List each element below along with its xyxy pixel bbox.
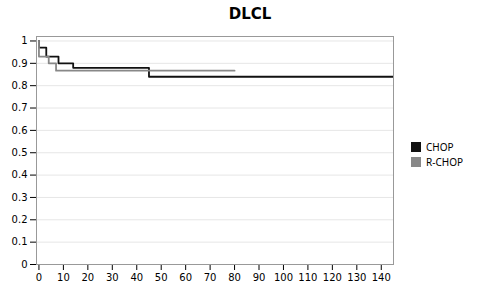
svg-text:110: 110: [298, 272, 317, 283]
html-text:DLCL: DLCL: [228, 5, 272, 23]
svg-text:90: 90: [253, 272, 266, 283]
svg-text:1: 1: [21, 35, 27, 46]
svg-text:140: 140: [372, 272, 391, 283]
svg-text:0.4: 0.4: [12, 169, 28, 180]
svg-text:70: 70: [204, 272, 217, 283]
svg-text:50: 50: [155, 272, 168, 283]
svg-text:0: 0: [21, 259, 27, 270]
svg-text:0: 0: [36, 272, 42, 283]
svg-text:0.1: 0.1: [12, 236, 28, 247]
svg-text:130: 130: [347, 272, 366, 283]
svg-text:0.6: 0.6: [12, 125, 28, 136]
svg-text:0.7: 0.7: [12, 102, 28, 113]
svg-text:0.5: 0.5: [12, 147, 28, 158]
svg-text:0.2: 0.2: [12, 214, 28, 225]
svg-text:10: 10: [57, 272, 70, 283]
svg-text:40: 40: [130, 272, 143, 283]
svg-text:100: 100: [274, 272, 293, 283]
svg-text:120: 120: [323, 272, 342, 283]
svg-text:0.9: 0.9: [12, 58, 28, 69]
svg-text:60: 60: [179, 272, 192, 283]
svg-text:20: 20: [81, 272, 94, 283]
svg-text:80: 80: [228, 272, 241, 283]
html-text:CHOP: CHOP: [426, 139, 454, 154]
svg-text:0.8: 0.8: [12, 80, 28, 91]
html-text:R-CHOP: R-CHOP: [426, 154, 463, 169]
svg-text:0.3: 0.3: [12, 192, 28, 203]
svg-text:30: 30: [106, 272, 119, 283]
